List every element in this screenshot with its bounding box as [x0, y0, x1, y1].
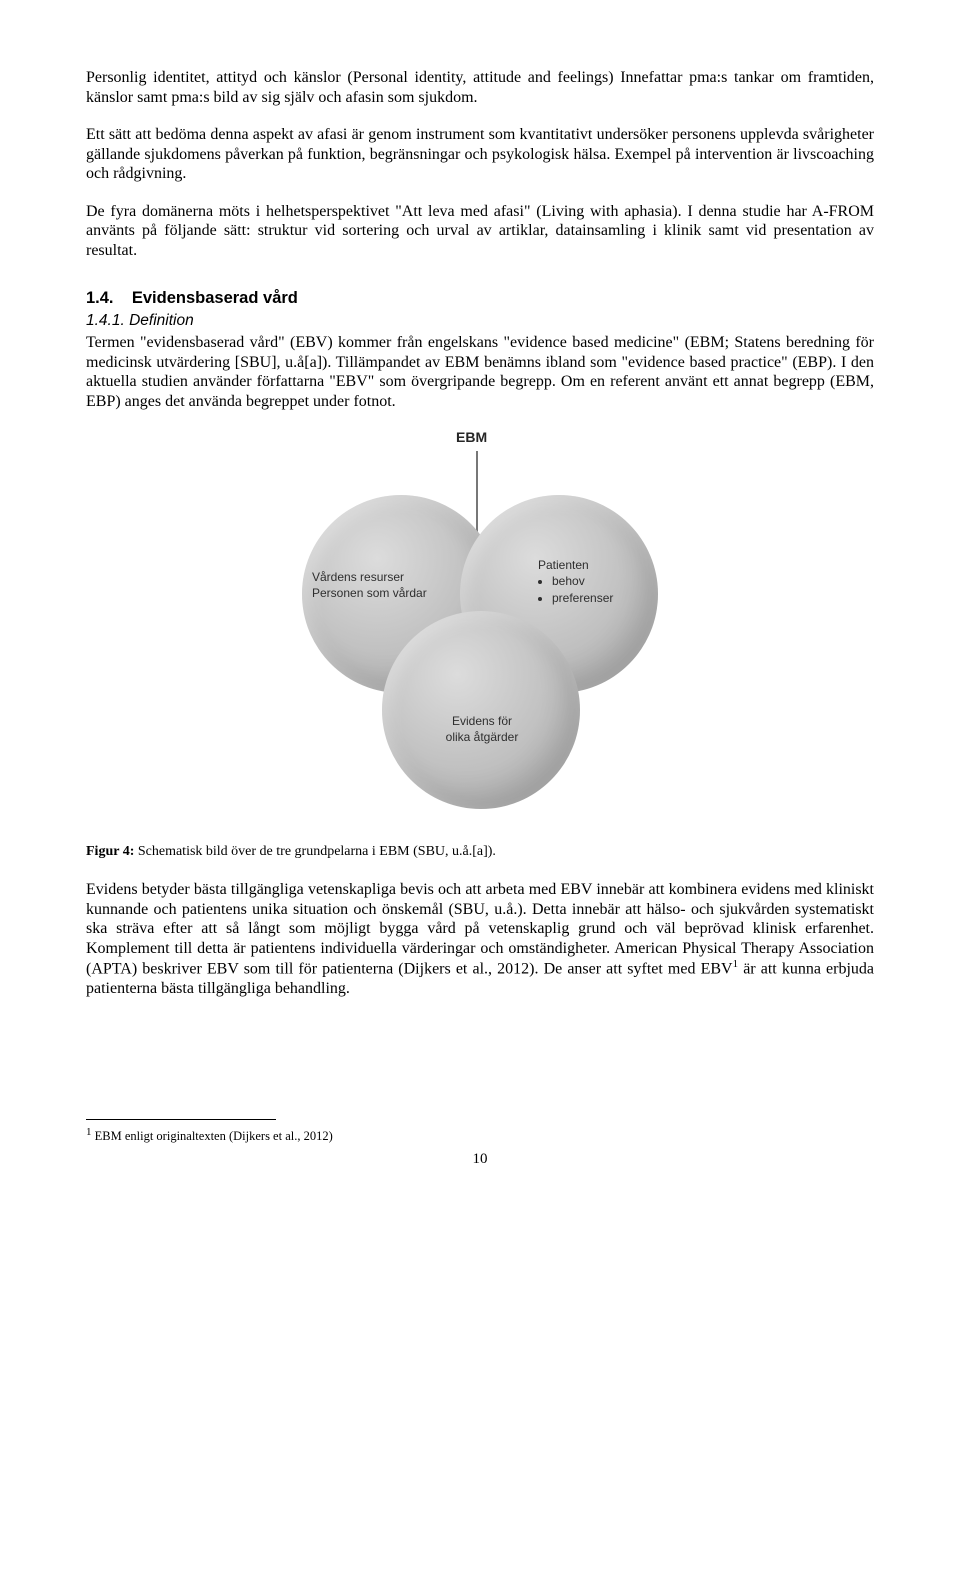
footnote-separator: [86, 1119, 276, 1120]
caption-label: Figur 4:: [86, 844, 134, 859]
venn-left-line1: Vårdens resurser: [312, 570, 404, 584]
page-number: 10: [86, 1150, 874, 1168]
venn-right-title: Patienten: [538, 558, 589, 572]
paragraph-5: Evidens betyder bästa tillgängliga veten…: [86, 880, 874, 998]
paragraph-1: Personlig identitet, attityd och känslor…: [86, 68, 874, 107]
venn-bottom-line1: Evidens för: [452, 714, 512, 728]
footnote-1: 1 EBM enligt originaltexten (Dijkers et …: [86, 1126, 874, 1144]
paragraph-3: De fyra domänerna möts i helhetsperspekt…: [86, 202, 874, 261]
venn-left-line2: Personen som vårdar: [312, 586, 427, 600]
paragraph-4: Termen "evidensbaserad vård" (EBV) komme…: [86, 333, 874, 411]
venn-title: EBM: [456, 429, 487, 446]
venn-right-bullet1: behov: [552, 573, 648, 589]
caption-text: Schematisk bild över de tre grundpelarna…: [134, 844, 496, 859]
venn-label-bottom: Evidens för olika åtgärder: [422, 713, 542, 745]
heading-text: Evidensbaserad vård: [132, 289, 298, 307]
paragraph-2: Ett sätt att bedöma denna aspekt av afas…: [86, 125, 874, 184]
venn-label-left: Vårdens resurser Personen som vårdar: [312, 569, 452, 601]
heading-evidensbaserad: 1.4. Evidensbaserad vård: [86, 288, 874, 308]
subheading-definition: 1.4.1. Definition: [86, 312, 874, 331]
venn-container: EBM Vårdens resurser Personen som vårdar…: [270, 429, 690, 809]
venn-label-right: Patienten behov preferenser: [538, 557, 648, 606]
venn-right-bullet2: preferenser: [552, 590, 648, 606]
heading-number: 1.4.: [86, 289, 114, 307]
ebm-venn-diagram: EBM Vårdens resurser Personen som vårdar…: [86, 429, 874, 809]
venn-circle-bottom: [382, 611, 580, 809]
venn-bottom-line2: olika åtgärder: [446, 730, 519, 744]
figure-caption: Figur 4: Schematisk bild över de tre gru…: [86, 843, 874, 860]
footnote-text: EBM enligt originaltexten (Dijkers et al…: [92, 1129, 333, 1143]
